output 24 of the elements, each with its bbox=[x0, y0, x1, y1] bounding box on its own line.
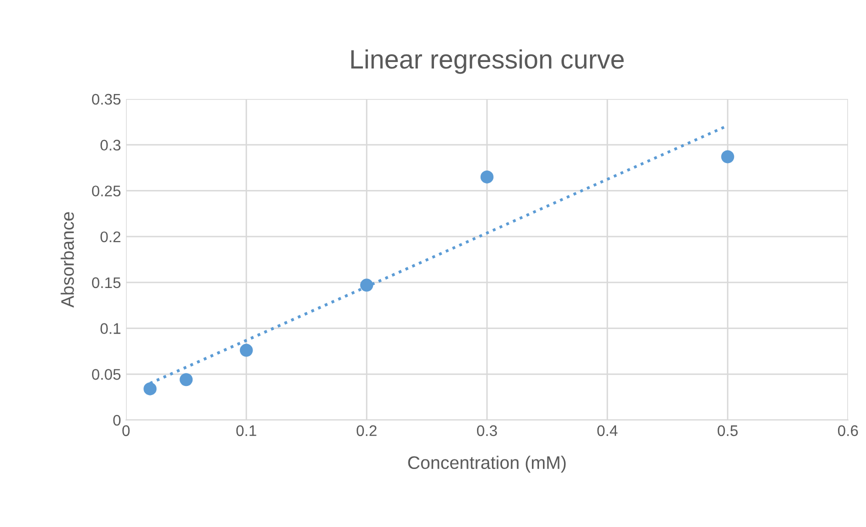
x-tick-label: 0.5 bbox=[718, 425, 738, 436]
y-tick-label: 0.35 bbox=[92, 94, 120, 105]
point bbox=[721, 150, 734, 164]
y-tick-label: 0.3 bbox=[100, 140, 120, 151]
y-tick-label: 0.2 bbox=[100, 231, 120, 242]
y-tick-label: 0.25 bbox=[92, 186, 120, 196]
y-tick-label: 0.05 bbox=[92, 369, 120, 380]
point bbox=[480, 170, 494, 184]
x-axis-title: Concentration (mM) bbox=[408, 456, 566, 473]
y-tick-label: 0 bbox=[113, 414, 121, 426]
point bbox=[144, 382, 157, 396]
x-tick-label: 0 bbox=[122, 425, 130, 436]
x-tick-label: 0.4 bbox=[597, 425, 618, 436]
x-tick-label: 0.1 bbox=[236, 425, 256, 436]
point bbox=[240, 344, 253, 357]
y-tick-label: 0.15 bbox=[92, 277, 120, 288]
x-tick-label: 0.3 bbox=[476, 425, 497, 436]
y-axis-title: Absorbance bbox=[60, 212, 74, 308]
chart-title: Linear regression curve bbox=[351, 49, 624, 74]
x-tick-label: 0.6 bbox=[838, 425, 858, 436]
x-tick-label: 0.2 bbox=[356, 425, 377, 436]
point bbox=[180, 373, 193, 386]
y-tick-label: 0.1 bbox=[100, 323, 120, 334]
point bbox=[360, 278, 374, 292]
